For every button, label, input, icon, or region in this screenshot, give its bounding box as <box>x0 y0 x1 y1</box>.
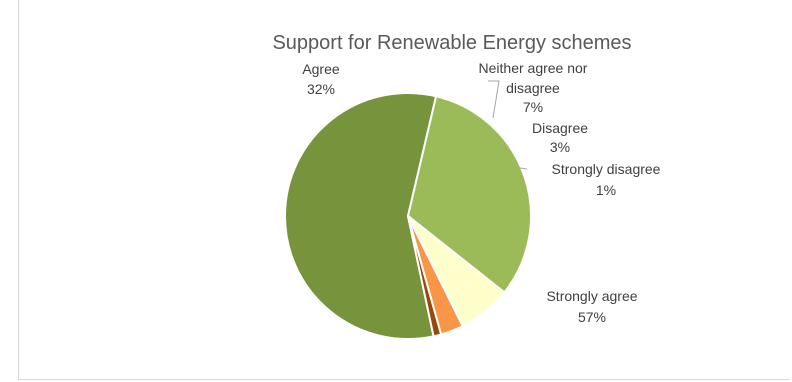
label-neither-pct: 7% <box>523 99 543 115</box>
label-neither-line1: Neither agree nor <box>479 60 588 76</box>
chart-title: Support for Renewable Energy schemes <box>272 32 631 54</box>
label-neither-line2: disagree <box>506 80 560 96</box>
label-strongly-agree-name: Strongly agree <box>546 288 637 304</box>
leader-line-strongly-disagree <box>519 167 528 170</box>
label-disagree-name: Disagree <box>532 120 588 136</box>
label-strongly-disagree-pct: 1% <box>596 182 616 198</box>
label-strongly-disagree-name: Strongly disagree <box>552 161 661 177</box>
pie-slice-strongly-disagree <box>407 215 443 338</box>
leader-line-neither <box>488 80 500 119</box>
pie-slice-strongly-agree <box>284 92 438 340</box>
label-strongly-agree-pct: 57% <box>578 309 606 325</box>
label-disagree-pct: 3% <box>550 139 570 155</box>
pie-slice-agree <box>407 95 532 294</box>
label-agree-pct: 32% <box>307 81 335 97</box>
label-agree-name: Agree <box>302 61 340 77</box>
pie-slices <box>284 92 532 340</box>
